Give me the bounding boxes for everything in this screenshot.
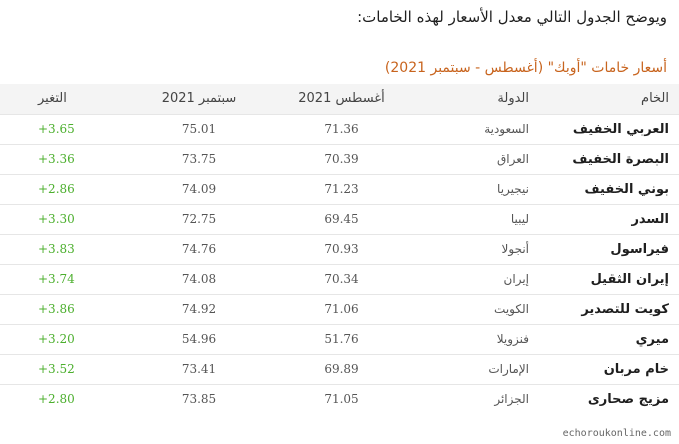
country-name: الجزائر: [494, 392, 529, 407]
crude-name: إيران الثقيل: [590, 271, 669, 287]
country-name: الكويت: [494, 302, 529, 316]
price-change: +3.86: [38, 302, 75, 316]
intro-text: ويوضح الجدول التالي معدل الأسعار لهذه ال…: [357, 8, 667, 26]
table-row: السدر ليبيا 69.45 72.75 +3.30: [0, 204, 679, 234]
crude-name: ميري: [635, 331, 669, 347]
crude-name: خام مربان: [603, 361, 669, 377]
country-name: أنجولا: [501, 242, 529, 256]
table-row: العربي الخفيف السعودية 71.36 75.01 +3.65: [0, 114, 679, 144]
crude-name: البصرة الخفيف: [572, 151, 669, 167]
august-price: 70.39: [324, 152, 359, 166]
price-change: +3.20: [38, 332, 75, 346]
september-price: 73.41: [181, 362, 217, 376]
crude-name: بوني الخفيف: [584, 181, 669, 197]
september-price: 73.75: [181, 152, 217, 166]
country-name: إيران: [503, 272, 529, 286]
price-change: +3.52: [38, 362, 75, 376]
crude-name: مزيج صحارى: [587, 391, 669, 407]
crude-name: فيراسول: [610, 241, 669, 257]
table-row: كويت للتصدير الكويت 71.06 74.92 +3.86: [0, 294, 679, 324]
header-country: الدولة: [497, 91, 529, 107]
table-header-row: الخام الدولة أغسطس 2021 سبتمبر 2021 التغ…: [0, 84, 679, 114]
table-row: إيران الثقيل إيران 70.34 74.08 +3.74: [0, 264, 679, 294]
header-september: سبتمبر 2021: [161, 91, 237, 107]
august-price: 70.34: [324, 272, 359, 286]
august-price: 71.06: [324, 302, 359, 316]
september-price: 73.85: [181, 392, 217, 407]
september-price: 54.96: [181, 332, 217, 346]
site-watermark: echoroukonline.com: [562, 428, 671, 439]
table-row: بوني الخفيف نيجيريا 71.23 74.09 +2.86: [0, 174, 679, 204]
country-name: فنزويلا: [496, 332, 529, 346]
table-row: مزيج صحارى الجزائر 71.05 73.85 +2.80: [0, 384, 679, 414]
price-change: +3.36: [38, 152, 75, 166]
crude-name: العربي الخفيف: [572, 121, 669, 137]
august-price: 71.36: [324, 122, 359, 136]
price-change: +3.65: [38, 122, 75, 136]
prices-table: الخام الدولة أغسطس 2021 سبتمبر 2021 التغ…: [0, 84, 679, 414]
august-price: 51.76: [324, 332, 359, 346]
price-change: +2.80: [38, 392, 75, 407]
price-change: +2.86: [38, 182, 75, 196]
august-price: 71.23: [324, 182, 359, 196]
september-price: 74.08: [181, 272, 217, 286]
september-price: 75.01: [181, 122, 217, 136]
table-row: فيراسول أنجولا 70.93 74.76 +3.83: [0, 234, 679, 264]
august-price: 70.93: [324, 242, 359, 256]
august-price: 71.05: [324, 392, 359, 407]
country-name: السعودية: [484, 122, 529, 136]
august-price: 69.45: [324, 212, 359, 226]
country-name: ليبيا: [510, 212, 529, 226]
table-row: البصرة الخفيف العراق 70.39 73.75 +3.36: [0, 144, 679, 174]
country-name: الإمارات: [488, 362, 529, 376]
table-row: خام مربان الإمارات 69.89 73.41 +3.52: [0, 354, 679, 384]
august-price: 69.89: [324, 362, 359, 376]
country-name: العراق: [496, 152, 529, 166]
crude-name: السدر: [631, 211, 669, 227]
september-price: 74.92: [181, 302, 217, 316]
country-name: نيجيريا: [497, 182, 529, 196]
table-title: أسعار خامات "أوبك" (أغسطس - سبتمبر 2021): [384, 60, 667, 76]
crude-name: كويت للتصدير: [581, 301, 669, 317]
header-august: أغسطس 2021: [298, 91, 385, 107]
price-change: +3.30: [38, 212, 75, 226]
header-change: التغير: [38, 91, 67, 107]
price-change: +3.83: [38, 242, 75, 256]
header-crude: الخام: [641, 91, 669, 107]
price-change: +3.74: [38, 272, 75, 286]
september-price: 72.75: [181, 212, 217, 226]
september-price: 74.09: [181, 182, 217, 196]
table-row: ميري فنزويلا 51.76 54.96 +3.20: [0, 324, 679, 354]
september-price: 74.76: [181, 242, 217, 256]
